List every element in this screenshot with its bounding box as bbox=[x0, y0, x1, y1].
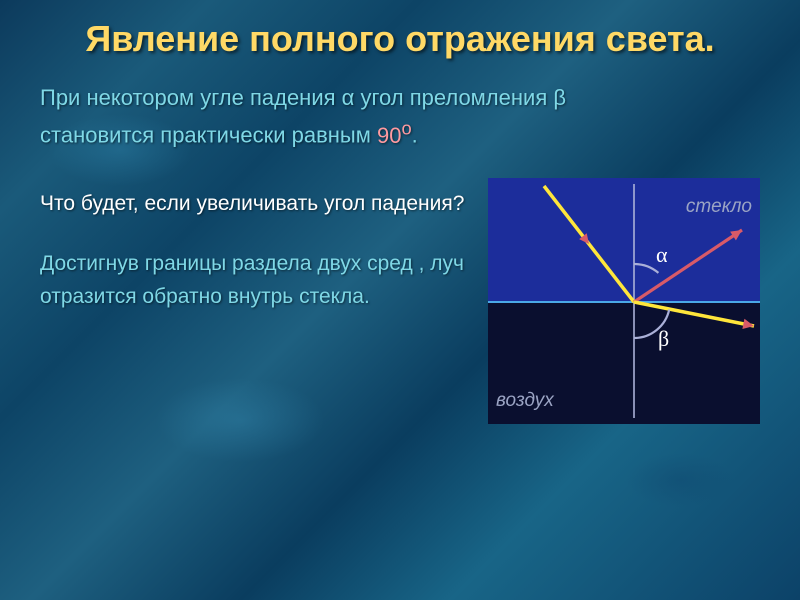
para1-text: При некотором угле падения α угол прелом… bbox=[40, 85, 566, 147]
period: . bbox=[412, 123, 418, 148]
air-label: воздух bbox=[496, 390, 554, 412]
intro-paragraph: При некотором угле падения α угол прелом… bbox=[40, 81, 680, 151]
slide-title: Явление полного отражения света. bbox=[40, 18, 760, 59]
svg-text:β: β bbox=[658, 326, 669, 351]
refraction-diagram: α β стекло воздух bbox=[488, 178, 760, 424]
glass-label: стекло bbox=[686, 196, 752, 218]
svg-text:α: α bbox=[656, 242, 668, 267]
question-paragraph: Что будет, если увеличивать угол падения… bbox=[40, 188, 466, 221]
ninety-deg: 90о bbox=[377, 123, 412, 148]
answer-paragraph: Достигнув границы раздела двух сред , лу… bbox=[40, 248, 466, 313]
